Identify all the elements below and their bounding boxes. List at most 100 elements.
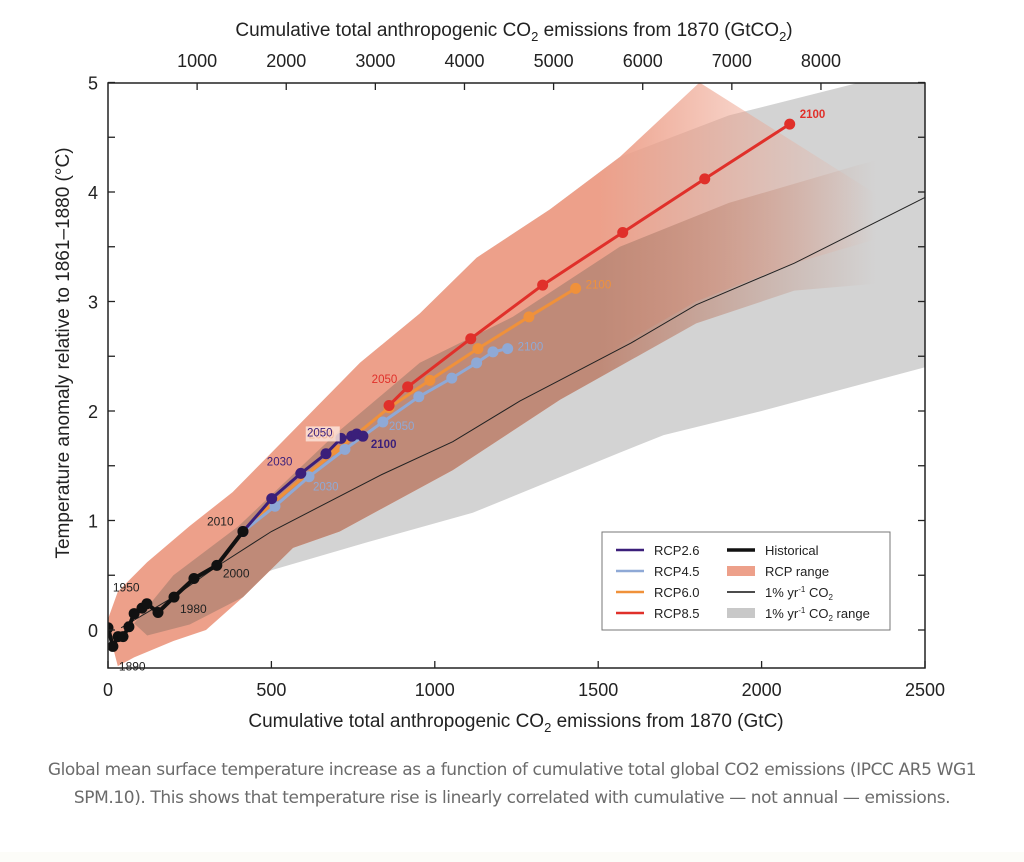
data-point-rcp4-5: [502, 343, 514, 355]
data-point-rcp2-6: [357, 430, 369, 442]
year-label: 2100: [586, 279, 612, 291]
legend-item: Historical: [727, 543, 819, 558]
y-axis-title: Temperature anomaly relative to 1861–188…: [53, 147, 74, 558]
data-point-rcp4-5: [339, 443, 351, 455]
legend-item: RCP range: [727, 564, 829, 579]
one-percent-co2-line: [120, 197, 925, 629]
y-tick-label: 2: [88, 402, 98, 422]
data-point-rcp4-5: [487, 346, 499, 358]
y-tick-label: 4: [88, 183, 98, 203]
legend-sub: 2: [828, 593, 833, 602]
data-point-historical: [211, 559, 223, 571]
data-point-rcp6-0: [472, 343, 484, 355]
legend-label-text: 1% yr: [765, 585, 799, 600]
legend-label-text: RCP range: [765, 564, 829, 579]
legend-label: RCP range: [765, 564, 829, 579]
legend-sup: -1: [798, 606, 806, 615]
top-x-tick-label: 6000: [623, 51, 663, 71]
data-point-historical: [141, 598, 153, 610]
legend-label: RCP6.0: [654, 585, 700, 600]
legend-label: Historical: [765, 543, 819, 558]
series-rcp8-5: [383, 118, 796, 412]
top-x-tick-label: 2000: [266, 51, 306, 71]
plot-frame: [107, 82, 926, 669]
data-point-rcp4-5: [446, 372, 458, 384]
year-label: 1890: [119, 659, 146, 673]
data-point-rcp8-5: [537, 279, 549, 291]
year-label: 1950: [113, 581, 140, 595]
top-axis-title: Cumulative total anthropogenic CO2 emiss…: [235, 20, 792, 44]
data-point-rcp4-5: [471, 357, 483, 369]
legend-tail: CO: [805, 585, 828, 600]
series-rcp2-6: [237, 428, 369, 537]
legend-label-text: RCP8.5: [654, 606, 700, 621]
x-tick-label: 1000: [415, 680, 455, 700]
data-point-rcp6-0: [523, 311, 535, 323]
year-label: 2100: [371, 439, 397, 451]
data-point-historical: [123, 621, 135, 633]
legend-item: RCP4.5: [616, 564, 700, 579]
top-x-tick-label: 4000: [444, 51, 484, 71]
top-x-tick-label: 7000: [712, 51, 752, 71]
x-tick-label: 500: [256, 680, 286, 700]
legend-label-text: Historical: [765, 543, 819, 558]
year-label: 2050: [309, 429, 335, 441]
data-point-historical: [168, 591, 180, 603]
data-point-rcp4-5: [377, 416, 389, 428]
data-point-rcp4-5: [413, 391, 425, 403]
x-tick-label: 1500: [578, 680, 618, 700]
data-point-rcp2-6: [295, 467, 307, 479]
data-point-historical: [237, 525, 249, 537]
year-label-box: [305, 426, 340, 442]
legend-label-text: RCP6.0: [654, 585, 700, 600]
x-axis-title: Cumulative total anthropogenic CO2 emiss…: [248, 711, 783, 735]
legend-item: RCP6.0: [616, 585, 700, 600]
data-point-historical: [188, 573, 200, 585]
legend-sub: 2: [828, 614, 833, 623]
top-x-tick-label: 1000: [177, 51, 217, 71]
legend-item: RCP2.6: [616, 543, 700, 558]
legend-item: RCP8.5: [616, 606, 700, 621]
y-tick-label: 1: [88, 512, 98, 532]
legend-label-text: 1% yr: [765, 606, 799, 621]
year-label: 2100: [518, 342, 544, 354]
data-point-rcp8-5: [402, 381, 414, 393]
series-line-rcp4-5: [242, 347, 509, 533]
data-point-rcp6-0: [570, 282, 582, 294]
data-point-historical: [108, 640, 119, 652]
year-label: 2030: [313, 482, 339, 494]
year-label: 2050: [307, 427, 333, 439]
year-label: 2030: [267, 456, 293, 468]
legend-label: RCP4.5: [654, 564, 700, 579]
legend-tail2: range: [833, 606, 870, 621]
legend: RCP2.6 RCP4.5 RCP6.0 RCP8.5 Historical RCP ra…: [601, 531, 891, 631]
series-historical: [108, 525, 249, 652]
data-point-rcp8-5: [784, 118, 796, 130]
y-tick-label: 5: [88, 74, 98, 94]
data-point-rcp8-5: [699, 173, 711, 185]
legend-item: 1% yr-1 CO2 range: [727, 606, 870, 623]
year-label: 2010: [207, 514, 234, 528]
legend-label: 1% yr-1 CO2: [765, 585, 833, 602]
data-point-historical: [128, 608, 140, 620]
footer-strip: [0, 852, 1024, 862]
top-x-tick-label: 3000: [355, 51, 395, 71]
legend-sup: -1: [798, 585, 806, 594]
x-tick-label: 0: [103, 680, 113, 700]
top-x-tick-label: 5000: [534, 51, 574, 71]
data-point-historical: [152, 606, 164, 618]
year-label: 2000: [223, 566, 250, 580]
y-tick-label: 3: [88, 293, 98, 313]
data-point-historical: [117, 631, 129, 643]
rcp-range-overlap-band: [134, 148, 925, 636]
year-label: 1980: [180, 602, 207, 616]
figure-caption: Global mean surface temperature increase…: [47, 760, 977, 808]
y-tick-label: 0: [88, 621, 98, 641]
x-tick-label: 2500: [905, 680, 945, 700]
year-label: 2050: [389, 421, 415, 433]
data-point-rcp8-5: [465, 333, 477, 345]
legend-label-text: RCP2.6: [654, 543, 700, 558]
data-point-rcp6-0: [424, 374, 436, 386]
temperature-vs-emissions-chart: Cumulative total anthropogenic CO2 emiss…: [53, 20, 945, 735]
legend-item: 1% yr-1 CO2: [727, 585, 833, 602]
